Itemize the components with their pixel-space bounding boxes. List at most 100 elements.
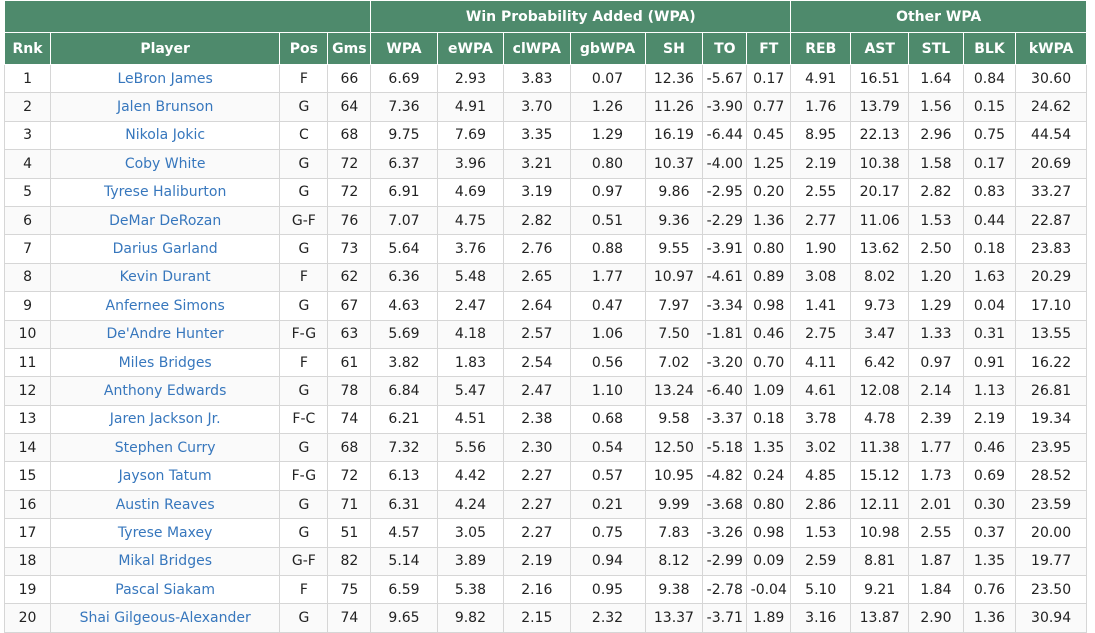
cell-ast: 15.12 xyxy=(850,461,910,491)
player-link[interactable]: Mikal Bridges xyxy=(50,546,281,577)
player-link[interactable]: DeMar DeRozan xyxy=(50,205,281,236)
cell-reb: 2.77 xyxy=(790,205,852,236)
cell-to: -1.81 xyxy=(702,319,748,349)
player-link[interactable]: Pascal Siakam xyxy=(50,575,281,605)
cell-sh: 13.37 xyxy=(644,603,704,633)
player-link[interactable]: Jaren Jackson Jr. xyxy=(50,404,281,435)
cell-stl: 1.53 xyxy=(908,205,964,236)
cell-kwpa: 20.29 xyxy=(1015,262,1087,293)
cell-sh: 12.36 xyxy=(644,63,704,94)
cell-kwpa: 19.77 xyxy=(1015,546,1087,577)
cell-rnk: 1 xyxy=(3,63,52,94)
cell-reb: 4.11 xyxy=(790,347,852,378)
cell-reb: 5.10 xyxy=(790,575,852,605)
player-link[interactable]: Nikola Jokic xyxy=(50,120,281,151)
cell-gbwpa: 1.26 xyxy=(569,92,646,122)
cell-wpa: 6.13 xyxy=(370,461,438,491)
cell-to: -6.40 xyxy=(702,376,748,406)
cell-gms: 72 xyxy=(327,177,372,207)
cell-ast: 3.47 xyxy=(850,319,910,349)
column-header-wpa[interactable]: WPA xyxy=(370,32,438,65)
table-row: 1 LeBron James F 66 6.69 2.93 3.83 0.07 12.36 -5.… xyxy=(3,63,1087,94)
cell-gbwpa: 0.21 xyxy=(569,489,646,520)
table-row: 9 Anfernee Simons G 67 4.63 2.47 2.64 0.47 7.97-… xyxy=(3,291,1087,321)
cell-wpa: 4.63 xyxy=(370,291,438,321)
player-link[interactable]: Miles Bridges xyxy=(50,347,281,378)
cell-kwpa: 23.59 xyxy=(1015,489,1087,520)
column-header-sh[interactable]: SH xyxy=(644,32,704,65)
player-link[interactable]: Tyrese Haliburton xyxy=(50,177,281,207)
cell-ewpa: 3.05 xyxy=(436,518,505,548)
cell-gms: 63 xyxy=(327,319,372,349)
cell-wpa: 7.32 xyxy=(370,433,438,463)
cell-to: -5.18 xyxy=(702,433,748,463)
cell-reb: 1.76 xyxy=(790,92,852,122)
player-link[interactable]: Jayson Tatum xyxy=(50,461,281,491)
cell-rnk: 5 xyxy=(3,177,52,207)
cell-rnk: 18 xyxy=(3,546,52,577)
cell-blk: 0.30 xyxy=(962,489,1017,520)
cell-kwpa: 30.94 xyxy=(1015,603,1087,633)
column-header-gms[interactable]: Gms xyxy=(327,32,372,65)
column-header-blk[interactable]: BLK xyxy=(962,32,1017,65)
player-link[interactable]: Kevin Durant xyxy=(50,262,281,293)
cell-ewpa: 4.91 xyxy=(436,92,505,122)
cell-to: -3.71 xyxy=(702,603,748,633)
player-link[interactable]: LeBron James xyxy=(50,63,281,94)
column-header-ewpa[interactable]: eWPA xyxy=(436,32,505,65)
cell-stl: 1.56 xyxy=(908,92,964,122)
player-link[interactable]: De'Andre Hunter xyxy=(50,319,281,349)
cell-wpa: 5.14 xyxy=(370,546,438,577)
cell-blk: 0.04 xyxy=(962,291,1017,321)
cell-ewpa: 4.24 xyxy=(436,489,505,520)
cell-gbwpa: 0.07 xyxy=(569,63,646,94)
cell-ft: 0.77 xyxy=(746,92,792,122)
cell-sh: 9.58 xyxy=(644,404,704,435)
cell-reb: 2.59 xyxy=(790,546,852,577)
column-header-clwpa[interactable]: clWPA xyxy=(503,32,571,65)
cell-ft: 0.46 xyxy=(746,319,792,349)
cell-kwpa: 19.34 xyxy=(1015,404,1087,435)
cell-rnk: 3 xyxy=(3,120,52,151)
cell-gms: 74 xyxy=(327,404,372,435)
column-header-player[interactable]: Player xyxy=(50,32,281,65)
column-header-reb[interactable]: REB xyxy=(790,32,852,65)
column-header-pos[interactable]: Pos xyxy=(279,32,329,65)
column-header-ast[interactable]: AST xyxy=(850,32,910,65)
column-header-stl[interactable]: STL xyxy=(908,32,964,65)
cell-blk: 1.35 xyxy=(962,546,1017,577)
cell-reb: 1.53 xyxy=(790,518,852,548)
cell-stl: 0.97 xyxy=(908,347,964,378)
cell-to: -6.44 xyxy=(702,120,748,151)
cell-gms: 72 xyxy=(327,461,372,491)
cell-pos: G xyxy=(279,518,329,548)
player-link[interactable]: Stephen Curry xyxy=(50,433,281,463)
cell-gms: 62 xyxy=(327,262,372,293)
player-link[interactable]: Jalen Brunson xyxy=(50,92,281,122)
player-link[interactable]: Anfernee Simons xyxy=(50,291,281,321)
column-header-gbwpa[interactable]: gbWPA xyxy=(569,32,646,65)
player-link[interactable]: Anthony Edwards xyxy=(50,376,281,406)
player-link[interactable]: Tyrese Maxey xyxy=(50,518,281,548)
cell-stl: 2.90 xyxy=(908,603,964,633)
cell-ft: 0.98 xyxy=(746,518,792,548)
player-link[interactable]: Austin Reaves xyxy=(50,489,281,520)
cell-reb: 1.90 xyxy=(790,234,852,264)
column-header-rnk[interactable]: Rnk xyxy=(3,32,52,65)
cell-ewpa: 3.96 xyxy=(436,149,505,179)
column-header-ft[interactable]: FT xyxy=(746,32,792,65)
cell-wpa: 6.59 xyxy=(370,575,438,605)
cell-ft: 0.45 xyxy=(746,120,792,151)
column-header-to[interactable]: TO xyxy=(702,32,748,65)
cell-stl: 1.33 xyxy=(908,319,964,349)
player-link[interactable]: Shai Gilgeous-Alexander xyxy=(50,603,281,633)
cell-rnk: 12 xyxy=(3,376,52,406)
cell-clwpa: 2.38 xyxy=(503,404,571,435)
cell-wpa: 6.91 xyxy=(370,177,438,207)
player-link[interactable]: Coby White xyxy=(50,149,281,179)
player-link[interactable]: Darius Garland xyxy=(50,234,281,264)
cell-ewpa: 5.47 xyxy=(436,376,505,406)
cell-reb: 4.85 xyxy=(790,461,852,491)
column-header-kwpa[interactable]: kWPA xyxy=(1015,32,1087,65)
table-row: 11 Miles Bridges F 61 3.82 1.83 2.54 0.56 7.02 -3… xyxy=(3,347,1087,378)
